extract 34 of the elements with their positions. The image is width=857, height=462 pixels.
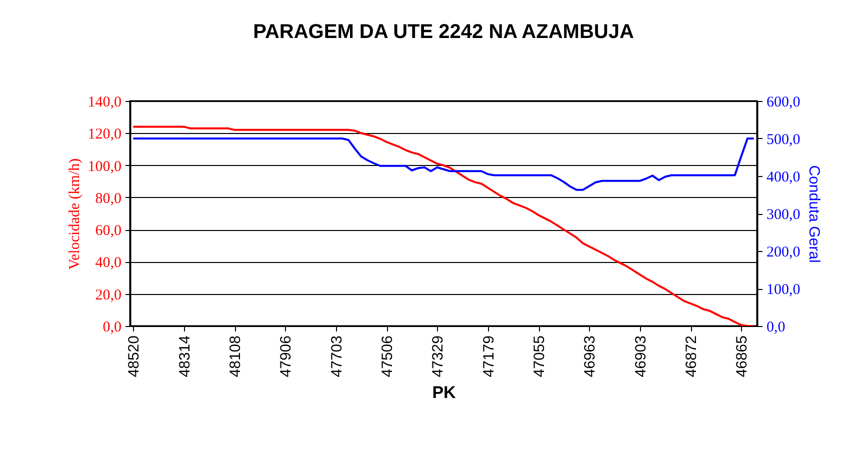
x-tick-label: 46903 bbox=[632, 336, 650, 378]
y2-axis-title: Conduta Geral bbox=[805, 165, 822, 263]
y-tick-label: 40,0 bbox=[95, 255, 122, 272]
x-tick-label: 47506 bbox=[379, 336, 396, 378]
x-tick-label: 47055 bbox=[531, 336, 548, 378]
x-tick-label: 47329 bbox=[430, 336, 447, 378]
y2-tick-label: 200,0 bbox=[766, 244, 800, 260]
y2-tick-label: 500,0 bbox=[766, 132, 800, 148]
y-tick-label: 100,0 bbox=[88, 158, 122, 175]
y-axis-title: Velocidade (km/h) bbox=[66, 158, 83, 270]
y-tick-label: 120,0 bbox=[88, 126, 122, 143]
chart-title: PARAGEM DA UTE 2242 NA AZAMBUJA bbox=[253, 21, 634, 43]
x-axis-title: PK bbox=[432, 383, 457, 402]
y-tick-label: 80,0 bbox=[95, 190, 122, 207]
y2-tick-label: 400,0 bbox=[766, 170, 800, 186]
x-tick-label: 46872 bbox=[683, 336, 700, 378]
x-tick-label: 48108 bbox=[227, 336, 244, 378]
line-series bbox=[132, 126, 755, 326]
y2-tick-label: 0,0 bbox=[766, 320, 786, 336]
x-tick-label: 47179 bbox=[480, 336, 498, 378]
y-tick-label: 20,0 bbox=[95, 287, 122, 304]
x-tick-label: 47906 bbox=[278, 336, 295, 378]
y-tick-label: 0,0 bbox=[102, 320, 122, 336]
x-tick-label: 48520 bbox=[126, 336, 143, 378]
x-tick-label: 48314 bbox=[176, 336, 194, 378]
y-tick-label: 140,0 bbox=[88, 94, 122, 110]
x-tick-label: 47703 bbox=[328, 336, 346, 378]
x-tick-label: 46963 bbox=[582, 336, 599, 378]
y-tick-label: 60,0 bbox=[95, 223, 122, 240]
y2-tick-label: 600,0 bbox=[766, 94, 800, 110]
y2-tick-label: 100,0 bbox=[766, 282, 800, 298]
line-series bbox=[132, 138, 755, 191]
y2-tick-label: 300,0 bbox=[766, 207, 800, 223]
x-tick-label: 46865 bbox=[734, 336, 751, 378]
